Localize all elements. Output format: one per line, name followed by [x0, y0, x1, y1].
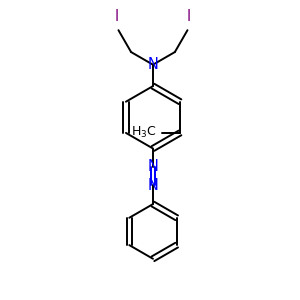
Text: N: N — [148, 57, 158, 72]
Text: I: I — [115, 9, 119, 24]
Text: H$_3$C: H$_3$C — [131, 125, 156, 140]
Text: I: I — [187, 9, 191, 24]
Text: N: N — [148, 159, 158, 174]
Text: N: N — [148, 178, 158, 193]
